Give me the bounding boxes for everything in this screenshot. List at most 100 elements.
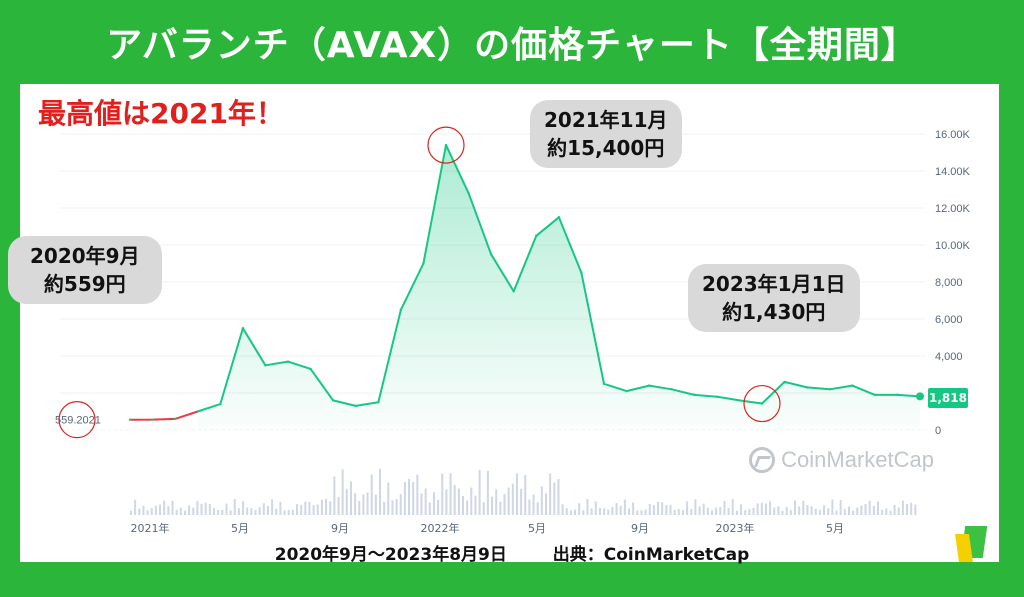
volume-bar (628, 508, 630, 515)
data-point (151, 418, 154, 421)
price-area (197, 145, 920, 430)
volume-bar (499, 501, 502, 515)
volume-bar (345, 489, 348, 515)
data-point (264, 364, 267, 367)
volume-bar (478, 470, 481, 515)
volume-bar (383, 501, 386, 515)
volume-bar (420, 493, 423, 515)
data-point (873, 393, 877, 397)
y-tick-label: 14.00K (935, 166, 971, 178)
current-price-tag: 1,818 (928, 388, 968, 408)
volume-bar (341, 469, 344, 515)
volume-bar (503, 494, 506, 515)
volume-bar (441, 473, 444, 515)
data-point (512, 290, 515, 293)
data-point (286, 360, 290, 363)
volume-bar (872, 505, 875, 515)
site-logo-icon (955, 524, 993, 564)
volume-bar (615, 503, 618, 515)
volume-bar (237, 508, 240, 515)
volume-bar (287, 509, 290, 515)
volume-bar (773, 507, 776, 515)
data-point (625, 389, 628, 393)
volume-bar (852, 510, 855, 515)
volume-bar (632, 502, 635, 515)
volume-bar (192, 507, 195, 515)
data-point (851, 384, 854, 387)
volume-bar (432, 492, 435, 515)
volume-bar (159, 504, 162, 515)
volume-bar (308, 502, 311, 515)
y-tick-label: 6,000 (935, 314, 963, 326)
data-point (444, 143, 448, 147)
data-point (557, 216, 561, 219)
volume-bar (146, 510, 149, 515)
volume-bar (565, 508, 568, 515)
volume-bar (582, 510, 585, 515)
volume-bar (470, 487, 473, 515)
volume-bar (623, 499, 626, 515)
callout-start-date: 2020年9月 (30, 244, 140, 268)
volume-bar (221, 509, 224, 515)
volume-bar (611, 506, 614, 515)
page-title: アバランチ（AVAX）の価格チャート【全期間】 (106, 25, 918, 66)
volume-bar (520, 488, 523, 515)
volume-bar (266, 505, 269, 515)
footer-period: 2020年9月〜2023年8月9日 (274, 545, 507, 565)
x-tick-label: 2022年 (421, 521, 460, 535)
data-point (715, 395, 719, 398)
volume-bar (860, 505, 863, 515)
volume-bar (466, 500, 469, 515)
volume-bar (316, 504, 319, 515)
volume-bar (524, 474, 527, 515)
volume-bar (296, 504, 298, 515)
volume-bar (669, 504, 672, 515)
highlight-circle (427, 126, 465, 164)
volume-bar (856, 507, 859, 515)
volume-bar (349, 481, 352, 515)
volume-bar (175, 509, 178, 515)
volume-bar (814, 508, 817, 515)
data-point (241, 327, 245, 330)
data-point (489, 253, 493, 256)
volume-bar (271, 499, 274, 515)
data-point (580, 271, 583, 274)
volume-bar (150, 508, 153, 515)
volume-bar (893, 504, 896, 515)
volume-bar (412, 481, 415, 515)
volume-bar (437, 499, 440, 515)
volume-bar (569, 510, 572, 515)
y-tick-label: 12.00K (935, 203, 971, 215)
data-point (422, 262, 425, 265)
volume-bar (179, 507, 182, 515)
x-tick-label: 2023年 (716, 521, 755, 535)
data-point (309, 367, 312, 371)
volume-bar (374, 494, 377, 515)
volume-bar (204, 502, 207, 515)
volume-bar (603, 508, 606, 515)
volume-bar (167, 506, 170, 515)
volume-bar (839, 499, 842, 515)
volume-bar (715, 507, 718, 515)
volume-bar (449, 473, 452, 515)
callout-start-price: 約559円 (43, 272, 126, 296)
volume-bar (677, 509, 680, 515)
volume-bar (130, 510, 132, 515)
volume-bar (545, 493, 547, 515)
volume-bar (636, 510, 639, 515)
volume-bar (723, 500, 726, 515)
volume-bar (781, 510, 784, 515)
highlight-circle (743, 384, 781, 423)
volume-bar (681, 510, 684, 515)
volume-bar (183, 510, 186, 515)
volume-bar (901, 500, 904, 515)
volume-bar (457, 488, 460, 515)
x-tick-label: 2021年 (131, 521, 170, 535)
volume-bar (831, 499, 834, 515)
volume-bar (794, 500, 796, 515)
volume-bar (188, 505, 191, 515)
volume-bar (163, 500, 166, 515)
volume-bar (598, 507, 601, 515)
volume-bar (764, 503, 767, 515)
volume-bar (802, 500, 805, 515)
